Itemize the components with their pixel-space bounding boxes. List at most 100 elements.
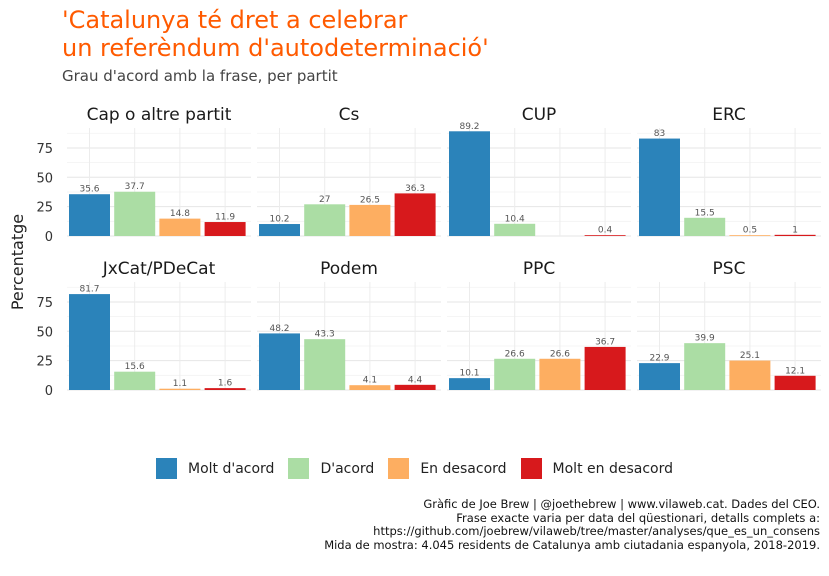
bar-value-label: 36.3 <box>405 184 425 194</box>
legend-item-en-desacord: En desacord <box>388 458 507 479</box>
bar-en-desacord <box>349 385 391 390</box>
bar-value-label: 25.1 <box>740 351 760 361</box>
facet-label: PPC <box>523 259 555 279</box>
bar-molt-en-desacord <box>774 375 816 390</box>
bar-d-acord <box>684 217 726 236</box>
chart-caption: Gràfic de Joe Brew | @joethebrew | www.v… <box>324 497 820 552</box>
legend-swatch-molt-en-desacord <box>520 458 542 479</box>
bar-en-desacord <box>729 235 771 236</box>
bar-value-label: 27 <box>319 195 330 205</box>
bar-d-acord <box>114 371 156 390</box>
bar-value-label: 37.7 <box>125 182 145 192</box>
legend-label-dacord: D'acord <box>320 460 375 477</box>
bar-value-label: 22.9 <box>649 354 669 364</box>
bar-value-label: 1 <box>792 225 798 235</box>
legend-item-molt-en-desacord: Molt en desacord <box>520 458 673 479</box>
facet-label: CUP <box>522 105 557 125</box>
bar-value-label: 10.2 <box>269 215 289 225</box>
legend-label-molt-en-desacord: Molt en desacord <box>552 460 673 477</box>
facet-cup: CUP 89.2 10.4 0.4 <box>447 105 631 237</box>
bar-d-acord <box>304 339 346 390</box>
bar-molt-d-acord <box>69 294 110 390</box>
bar-d-acord <box>304 204 346 236</box>
y-tick-label: 0 <box>45 384 53 399</box>
caption-line-1: Gràfic de Joe Brew | @joethebrew | www.v… <box>423 497 820 511</box>
y-tick-label: 50 <box>36 325 53 340</box>
y-tick-label: 25 <box>36 355 53 370</box>
bar-molt-en-desacord <box>204 388 246 390</box>
bar-molt-en-desacord <box>394 384 436 390</box>
legend-label-molt-dacord: Molt d'acord <box>188 460 275 477</box>
caption-line-4: Mida de mostra: 4.045 residents de Catal… <box>324 537 820 552</box>
bar-value-label: 26.5 <box>360 195 380 205</box>
chart-title-line-2: un referèndum d'autodeterminació' <box>62 34 489 62</box>
facet-erc: ERC 83 15.5 0.5 1 <box>637 105 821 237</box>
bar-value-label: 83 <box>654 129 665 139</box>
bar-value-label: 0.4 <box>598 226 613 236</box>
bar-molt-en-desacord <box>584 235 626 236</box>
bar-value-label: 81.7 <box>79 285 99 295</box>
facet-cap-o-altre-partit: Cap o altre partit 35.6 37.7 14.8 11.9 0 25 50 7… <box>36 105 251 245</box>
legend-item-molt-dacord: Molt d'acord <box>156 458 274 479</box>
legend-swatch-dacord <box>288 458 310 479</box>
bar-value-label: 89.2 <box>459 122 479 132</box>
chart-title-line-1: 'Catalunya té dret a celebrar <box>62 6 408 34</box>
legend-label-en-desacord: En desacord <box>420 460 507 477</box>
bar-en-desacord <box>349 204 391 236</box>
bar-value-label: 1.6 <box>218 379 233 389</box>
caption-line-3: https://github.com/joebrew/vilaweb/tree/… <box>373 524 820 538</box>
bar-value-label: 26.6 <box>505 349 525 359</box>
bar-value-label: 14.8 <box>170 209 190 219</box>
y-axis-title: Percentatge <box>8 214 27 310</box>
legend-swatch-en-desacord <box>388 458 410 479</box>
y-tick-label: 75 <box>36 142 53 157</box>
bar-value-label: 0.5 <box>743 226 757 236</box>
bar-en-desacord <box>729 360 771 390</box>
facet-label: Cap o altre partit <box>87 105 232 125</box>
bar-en-desacord <box>159 218 201 236</box>
bar-value-label: 15.6 <box>125 362 145 372</box>
bar-value-label: 4.1 <box>363 376 377 386</box>
bar-molt-en-desacord <box>204 222 246 236</box>
facet-label: PSC <box>713 259 746 279</box>
y-tick-label: 25 <box>36 201 53 216</box>
bar-value-label: 4.4 <box>408 375 423 385</box>
bar-molt-d-acord <box>449 378 490 390</box>
chart-subtitle: Grau d'acord amb la frase, per partit <box>62 67 338 85</box>
bar-value-label: 48.2 <box>269 324 289 334</box>
chart-title: 'Catalunya té dret a celebrar un referèn… <box>62 6 762 62</box>
caption-line-2: Frase exacte varia per data del qüestion… <box>456 510 820 525</box>
bar-value-label: 39.9 <box>695 334 715 344</box>
bar-molt-en-desacord <box>394 193 436 236</box>
facet-cs: Cs 10.2 27 26.5 36.3 <box>257 105 441 237</box>
bar-value-label: 1.1 <box>173 379 187 389</box>
facet-podem: Podem 48.2 43.3 4.1 4.4 <box>257 259 441 391</box>
bar-value-label: 15.5 <box>695 208 715 218</box>
bar-molt-en-desacord <box>584 346 626 390</box>
bar-d-acord <box>494 223 536 236</box>
bar-value-label: 12.1 <box>785 366 805 376</box>
bar-value-label: 10.4 <box>505 214 525 224</box>
bar-value-label: 43.3 <box>315 330 335 340</box>
bar-en-desacord <box>539 358 581 390</box>
bar-molt-d-acord <box>639 363 680 390</box>
bar-molt-d-acord <box>259 224 300 236</box>
bar-d-acord <box>114 191 156 236</box>
bar-molt-d-acord <box>69 194 110 236</box>
bar-value-label: 36.7 <box>595 337 615 347</box>
legend: Molt d'acord D'acord En desacord Molt en… <box>0 458 829 479</box>
legend-swatch-molt-dacord <box>156 458 177 479</box>
facet-psc: PSC 22.9 39.9 25.1 12.1 <box>637 259 821 391</box>
bar-value-label: 10.1 <box>459 369 479 379</box>
y-tick-label: 0 <box>45 230 53 245</box>
y-tick-label: 75 <box>36 296 53 311</box>
bar-value-label: 11.9 <box>215 213 235 223</box>
bar-molt-en-desacord <box>774 234 816 236</box>
facet-ppc: PPC 10.1 26.6 26.6 36.7 <box>447 259 631 391</box>
bar-molt-d-acord <box>259 333 300 390</box>
facet-label: Podem <box>320 259 378 279</box>
facet-label: JxCat/PDeCat <box>102 259 216 279</box>
bar-d-acord <box>684 343 726 390</box>
bar-molt-d-acord <box>449 131 490 236</box>
